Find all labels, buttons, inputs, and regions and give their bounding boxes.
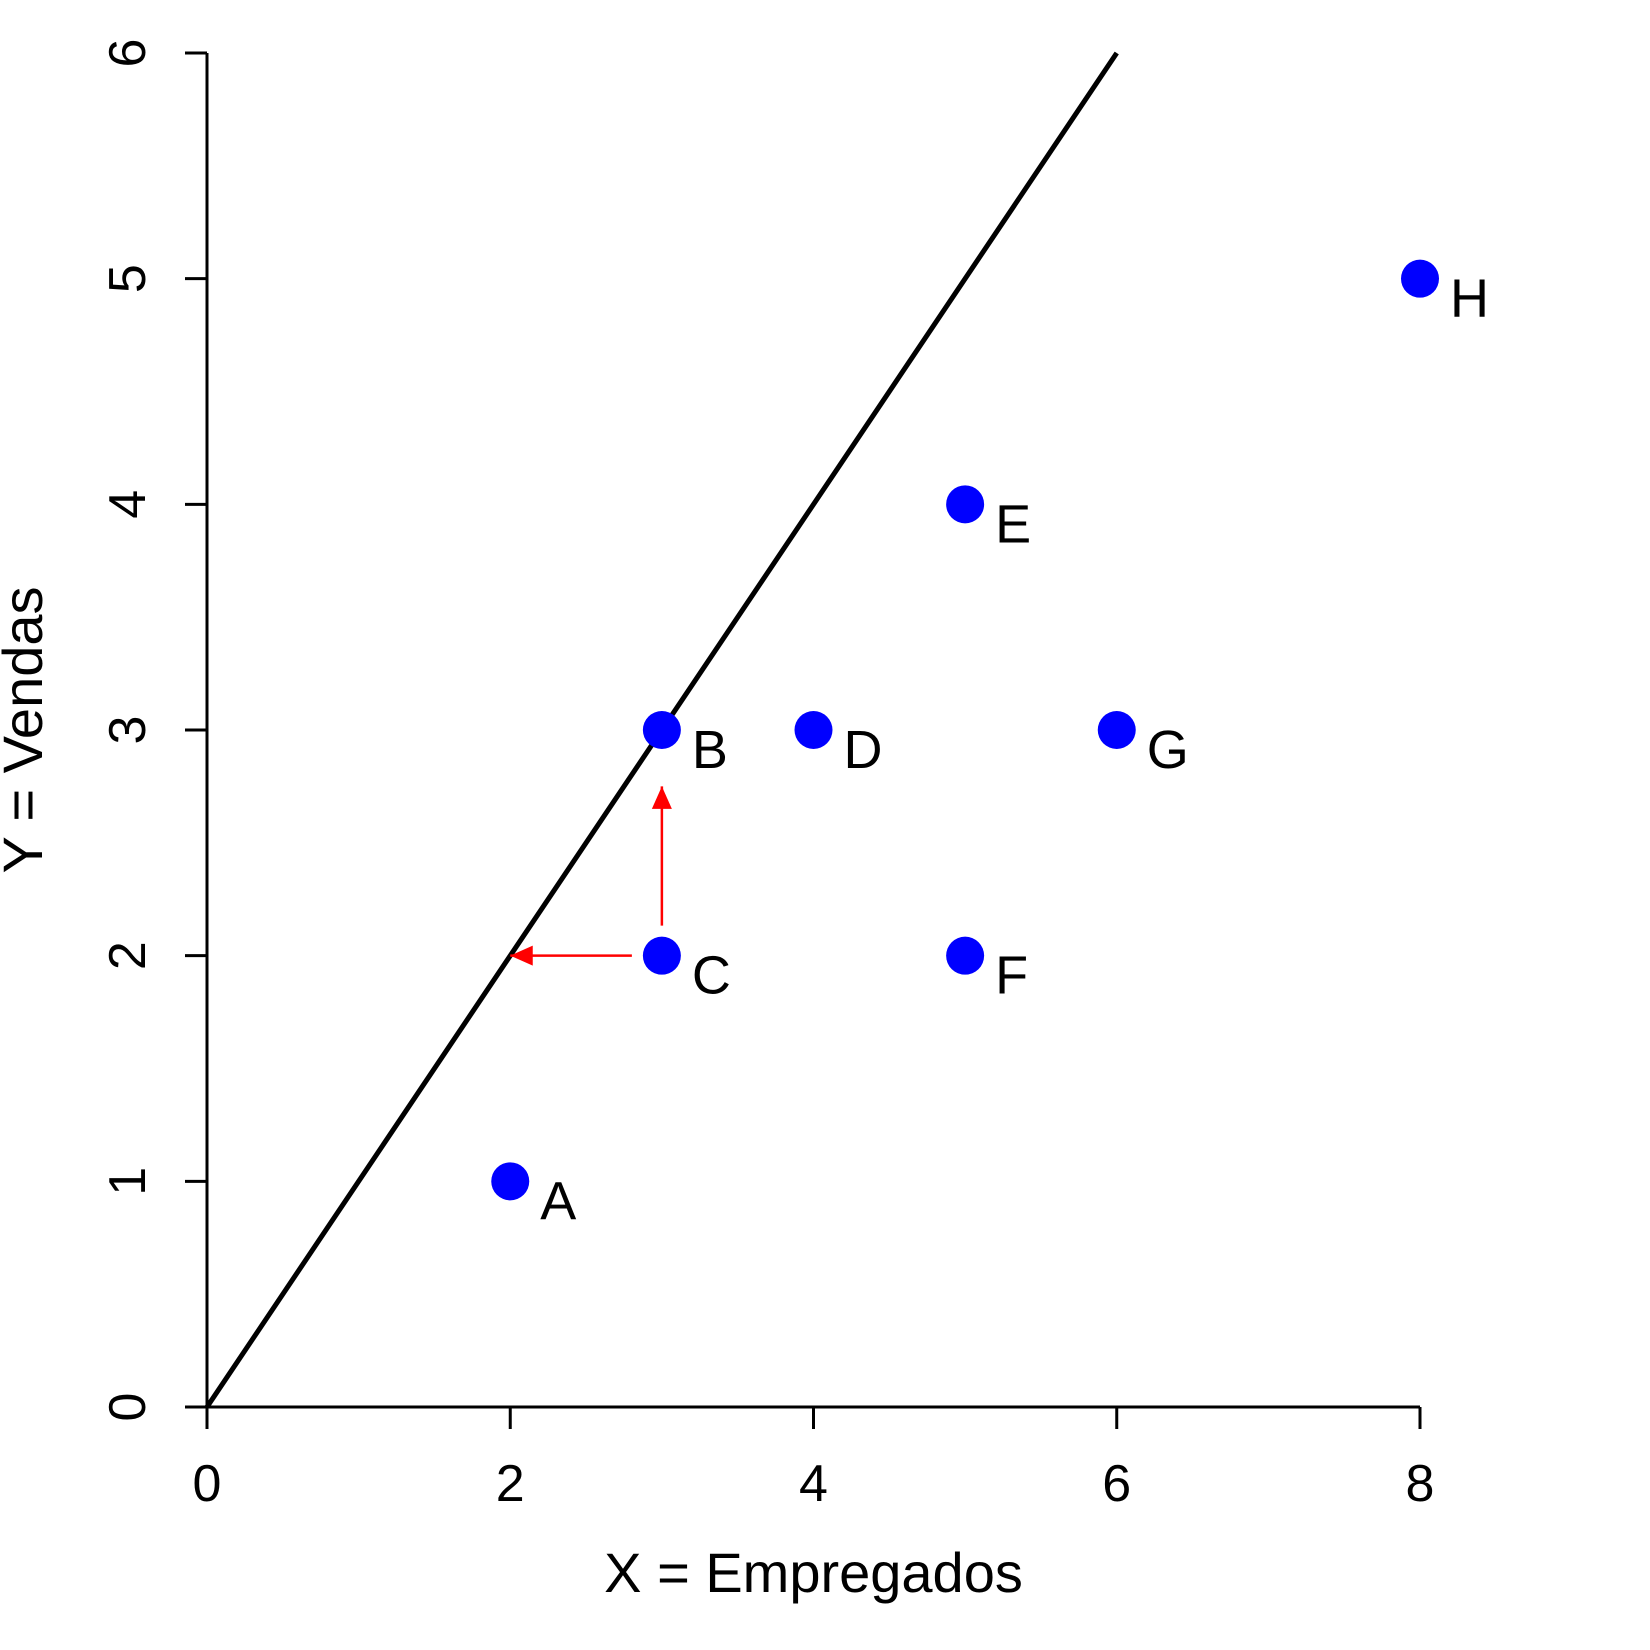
point-label-c: C — [692, 946, 731, 1006]
y-tick-label: 6 — [99, 39, 157, 68]
point-label-e: E — [995, 494, 1031, 554]
y-tick-label: 0 — [99, 1393, 157, 1422]
y-axis-label: Y = Vendas — [0, 587, 54, 874]
x-tick-label: 8 — [1406, 1455, 1435, 1513]
arrows-layer — [510, 786, 672, 966]
data-point-b — [642, 711, 681, 749]
data-point-d — [794, 711, 833, 749]
data-point-g — [1097, 711, 1136, 749]
point-label-h: H — [1450, 269, 1489, 329]
y-tick-label: 2 — [99, 941, 157, 970]
x-tick-label: 6 — [1102, 1455, 1131, 1513]
data-point-h — [1401, 259, 1439, 298]
x-axis-label: X = Empregados — [604, 1541, 1023, 1604]
point-label-f: F — [995, 946, 1028, 1006]
data-point-a — [491, 1162, 530, 1201]
point-label-d: D — [844, 720, 883, 780]
y-tick-label: 1 — [99, 1167, 157, 1196]
data-point-c — [642, 936, 681, 975]
point-label-g: G — [1147, 720, 1189, 780]
y-tick-label: 5 — [99, 264, 157, 293]
points-layer: A B C D E F G H — [491, 259, 1489, 1231]
axes: 0 2 4 6 8 0 1 2 3 4 5 6 — [99, 39, 1434, 1513]
x-tick-label: 2 — [496, 1455, 525, 1513]
y-tick-label: 4 — [99, 490, 157, 519]
data-point-f — [946, 936, 985, 975]
data-point-e — [946, 485, 985, 524]
point-label-b: B — [692, 720, 728, 780]
point-label-a: A — [540, 1171, 576, 1231]
x-tick-label: 4 — [799, 1455, 828, 1513]
x-tick-label: 0 — [193, 1455, 222, 1513]
y-tick-label: 3 — [99, 716, 157, 745]
